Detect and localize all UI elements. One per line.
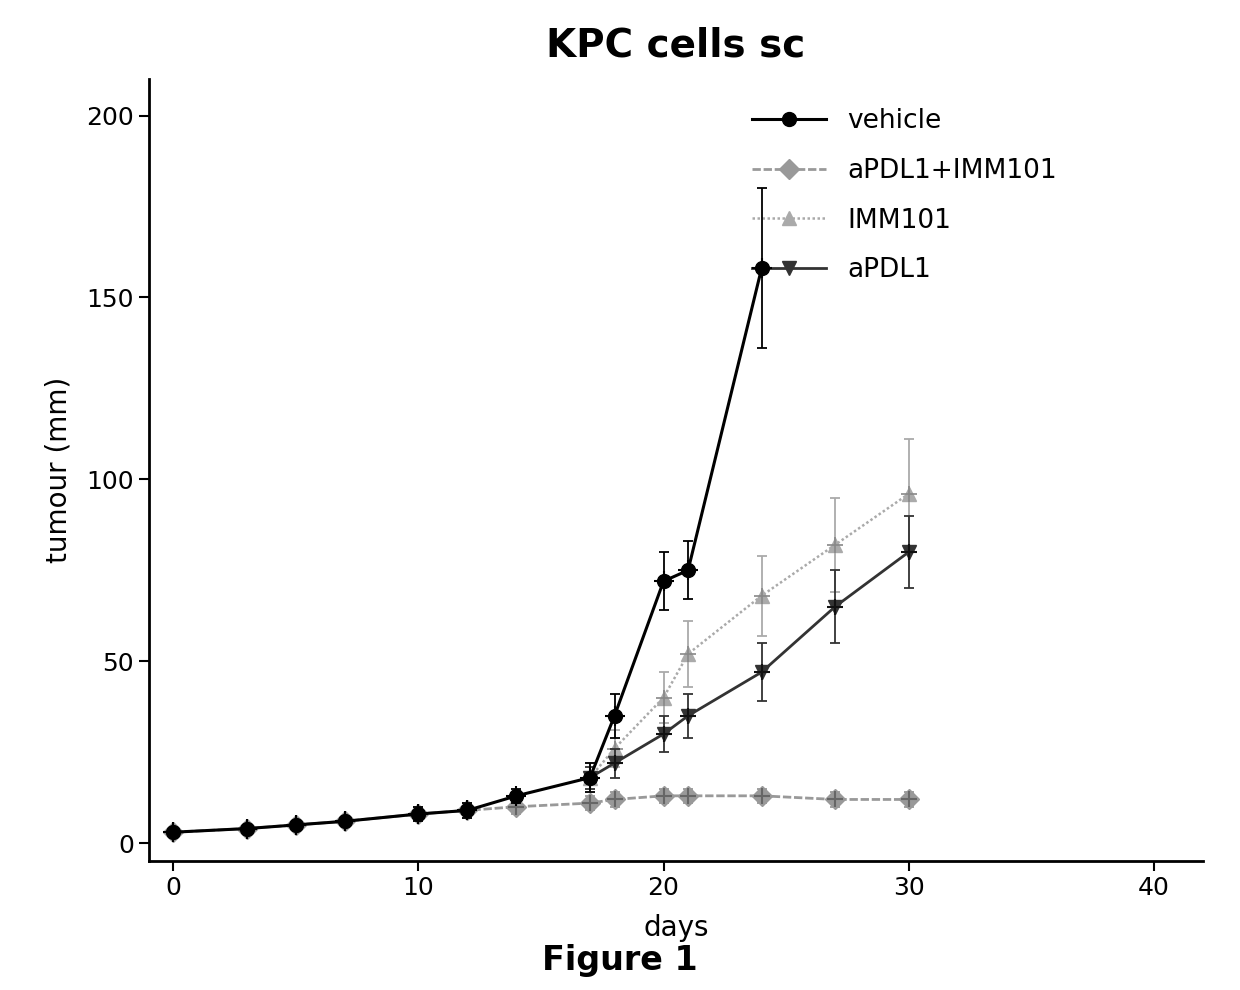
X-axis label: days: days <box>644 914 708 941</box>
Y-axis label: tumour (mm): tumour (mm) <box>45 377 73 563</box>
Legend: vehicle, aPDL1+IMM101, IMM101, aPDL1: vehicle, aPDL1+IMM101, IMM101, aPDL1 <box>753 108 1056 283</box>
Text: Figure 1: Figure 1 <box>542 943 698 977</box>
Title: KPC cells sc: KPC cells sc <box>546 27 806 65</box>
